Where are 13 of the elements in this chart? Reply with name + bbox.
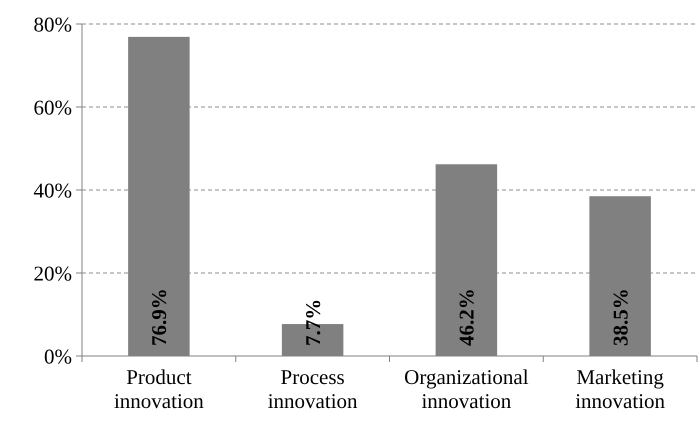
y-tick-label: 40% bbox=[34, 178, 72, 202]
y-tick-label: 0% bbox=[44, 344, 72, 368]
y-tick-label: 60% bbox=[34, 95, 72, 120]
y-tick-label: 20% bbox=[34, 261, 72, 286]
x-tick-label: Organizational innovation bbox=[404, 365, 529, 413]
data-label: 38.5% bbox=[608, 288, 632, 346]
x-tick-label: Marketing innovation bbox=[575, 365, 666, 413]
x-tick-label: Process innovation bbox=[268, 365, 358, 413]
data-label: 46.2% bbox=[454, 288, 479, 346]
data-label: 7.7% bbox=[300, 298, 325, 346]
y-tick-label: 80% bbox=[34, 12, 72, 36]
data-label: 76.9% bbox=[147, 288, 172, 346]
x-tick-label: Product innovation bbox=[114, 365, 204, 413]
